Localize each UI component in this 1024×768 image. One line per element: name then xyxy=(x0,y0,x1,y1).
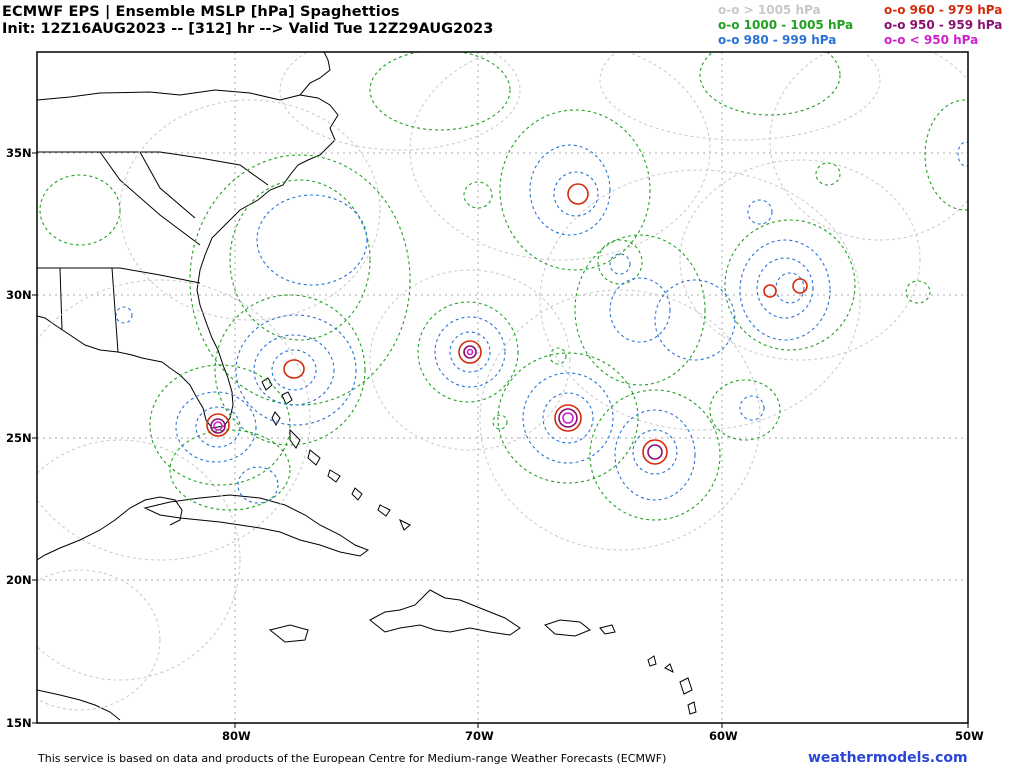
contours-950-959 xyxy=(210,345,663,460)
state-line-5 xyxy=(59,267,63,331)
contours-gt1005 xyxy=(37,52,968,711)
lon-label-80w: 80W xyxy=(222,729,251,743)
grid-lines xyxy=(37,52,968,723)
coastlines xyxy=(37,52,697,721)
lat-label-35n: 35N xyxy=(6,146,32,160)
legend-right: o-o 960 - 979 hPa o-o 950 - 959 hPa o-o … xyxy=(884,3,1002,48)
state-line-1 xyxy=(37,151,269,186)
state-line-3 xyxy=(139,151,196,219)
hispaniola xyxy=(369,589,521,636)
lat-label-30n: 30N xyxy=(6,288,32,302)
lon-label-50w: 50W xyxy=(955,729,984,743)
contours-980-999 xyxy=(115,141,968,504)
map-frame xyxy=(36,51,969,724)
site-link[interactable]: weathermodels.com xyxy=(808,750,968,766)
jamaica xyxy=(268,624,309,643)
map-title: ECMWF EPS | Ensemble MSLP [hPa] Spaghett… xyxy=(2,4,400,20)
lesser-antilles xyxy=(599,624,616,635)
map-subtitle: Init: 12Z16AUG2023 -- [312] hr --> Valid… xyxy=(2,21,494,37)
legend-item-980-999: o-o 980 - 999 hPa xyxy=(718,33,837,47)
yucatan-coast xyxy=(37,496,183,561)
legend-item-gt1005: o-o > 1005 hPa xyxy=(718,3,821,17)
us-east-coast xyxy=(37,52,331,101)
legend-left: o-o > 1005 hPa o-o 1000 - 1005 hPa o-o 9… xyxy=(718,3,853,48)
puerto-rico xyxy=(544,619,591,637)
lon-label-60w: 60W xyxy=(709,729,738,743)
state-line-6 xyxy=(111,267,119,353)
lat-label-20n: 20N xyxy=(6,573,32,587)
lat-label-25n: 25N xyxy=(6,431,32,445)
lon-label-70w: 70W xyxy=(465,729,494,743)
lat-label-15n: 15N xyxy=(6,716,32,730)
contours-lt950 xyxy=(213,348,574,431)
state-line-2 xyxy=(99,151,201,246)
legend-item-1000-1005: o-o 1000 - 1005 hPa xyxy=(718,18,854,32)
state-line-4 xyxy=(37,267,201,284)
contours-960-979 xyxy=(206,183,808,465)
legend-item-960-979: o-o 960 - 979 hPa xyxy=(884,3,1003,17)
cuba xyxy=(143,494,370,557)
legend-item-950-959: o-o 950 - 959 hPa xyxy=(884,18,1003,32)
tick-marks xyxy=(32,152,969,728)
legend-item-lt950: o-o < 950 hPa xyxy=(884,33,979,47)
footer-attribution: This service is based on data and produc… xyxy=(38,752,667,765)
contours-1000-1005 xyxy=(39,52,968,521)
